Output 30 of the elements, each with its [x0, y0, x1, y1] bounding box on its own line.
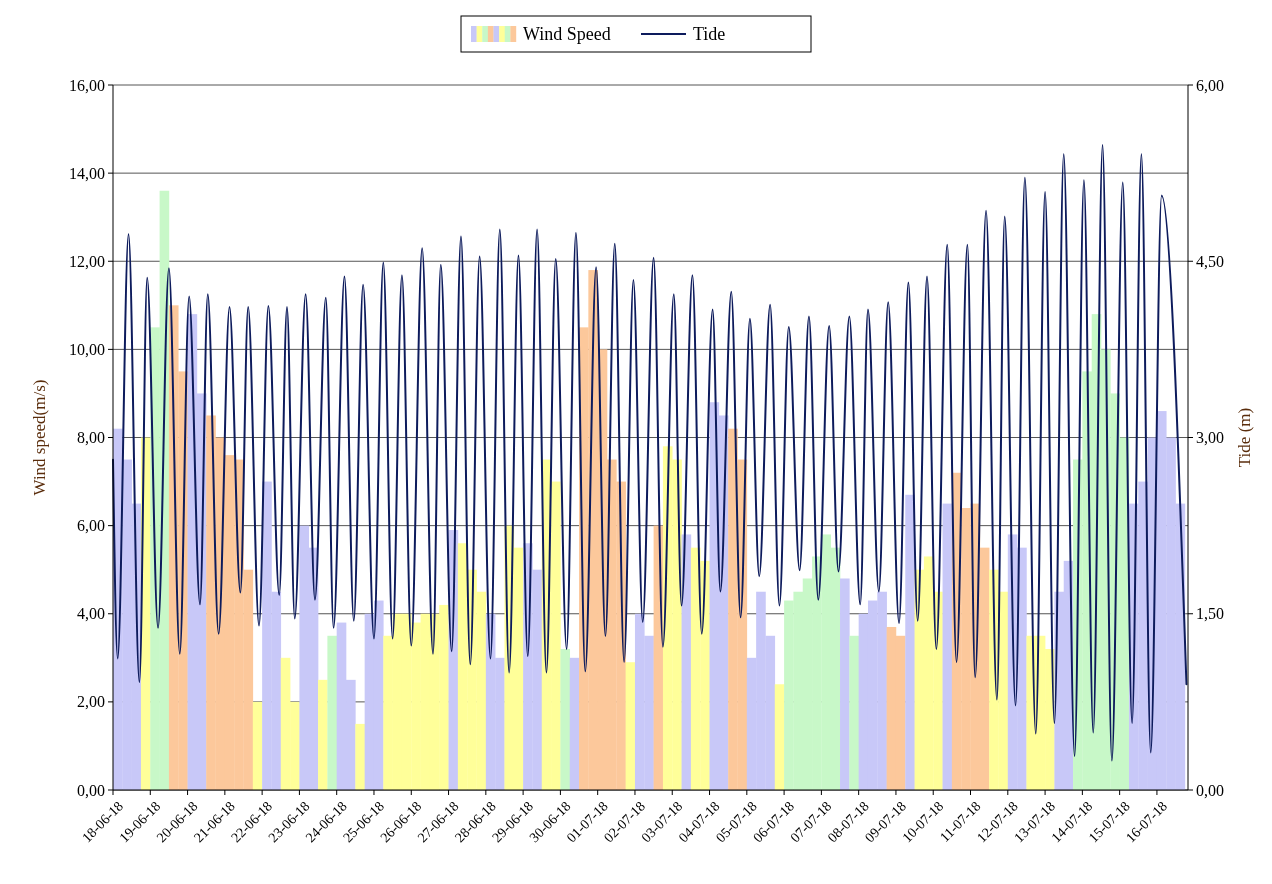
bar [625, 662, 636, 790]
legend-label: Tide [693, 24, 726, 45]
y-tick-label: 2,00 [77, 693, 105, 711]
y-tick-label: 6,00 [77, 517, 105, 535]
y-tick-label: 12,00 [69, 252, 105, 270]
bar [318, 679, 328, 790]
bar [252, 701, 263, 790]
bar [905, 494, 915, 790]
bar [327, 635, 337, 790]
y2-tick-label: 6,00 [1196, 76, 1224, 94]
bar [569, 657, 580, 790]
y2-tick-label: 4,50 [1196, 252, 1224, 270]
y2-tick-label: 1,50 [1196, 605, 1224, 623]
bar [355, 723, 365, 790]
y-tick-label: 10,00 [69, 340, 105, 358]
y2-axis-title: Tide (m) [1235, 407, 1254, 468]
y-tick-label: 14,00 [69, 164, 105, 182]
y-axis-title: Wind speed(m/s) [30, 379, 49, 496]
y2-tick-label: 0,00 [1196, 781, 1224, 799]
bar [774, 684, 785, 790]
y-tick-label: 0,00 [77, 781, 105, 799]
y-tick-label: 4,00 [77, 605, 105, 623]
y-tick-label: 8,00 [77, 429, 105, 447]
bar [560, 649, 571, 790]
legend-label: Wind Speed [523, 24, 611, 45]
y-tick-label: 16,00 [69, 76, 105, 94]
bar [942, 503, 953, 790]
bar [840, 578, 850, 790]
y2-tick-label: 3,00 [1196, 429, 1224, 447]
bar [849, 635, 859, 790]
